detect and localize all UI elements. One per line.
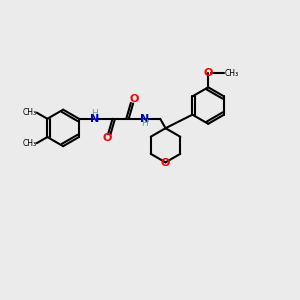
Text: O: O <box>203 68 213 78</box>
Text: H: H <box>141 119 148 128</box>
Text: N: N <box>90 114 100 124</box>
Text: O: O <box>103 133 112 143</box>
Text: H: H <box>92 109 98 118</box>
Text: N: N <box>140 114 149 124</box>
Text: CH₃: CH₃ <box>22 139 37 148</box>
Text: O: O <box>129 94 138 104</box>
Text: O: O <box>161 158 170 168</box>
Text: CH₃: CH₃ <box>225 69 239 78</box>
Text: CH₃: CH₃ <box>22 108 37 117</box>
